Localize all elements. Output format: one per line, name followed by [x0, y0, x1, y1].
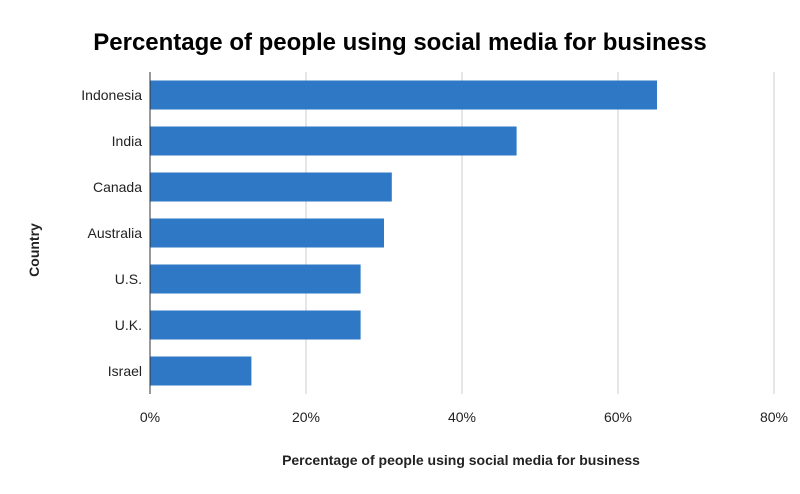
x-axis-title: Percentage of people using social media … — [282, 452, 640, 468]
x-tick-label: 60% — [604, 409, 632, 425]
category-label: Australia — [88, 225, 143, 241]
category-labels: Indonesia India Canada Australia U.S. U.K. Isr… — [81, 87, 142, 379]
category-label: U.S. — [115, 271, 142, 287]
bar — [150, 172, 392, 202]
bar — [150, 264, 361, 294]
category-label: U.K. — [115, 317, 142, 333]
y-axis-title: Country — [26, 223, 42, 277]
bar — [150, 218, 384, 248]
bar — [150, 310, 361, 340]
x-tick-label: 40% — [448, 409, 476, 425]
chart-title: Percentage of people using social media … — [93, 29, 707, 56]
category-label: Israel — [108, 363, 142, 379]
category-label: Indonesia — [81, 87, 142, 103]
bars — [150, 80, 657, 386]
x-tick-label: 0% — [140, 409, 160, 425]
bar — [150, 80, 657, 110]
bar — [150, 356, 252, 386]
x-tick-label: 20% — [292, 409, 320, 425]
x-tick-labels: 0% 20% 40% 60% 80% — [140, 409, 788, 425]
x-tick-label: 80% — [760, 409, 788, 425]
category-label: Canada — [93, 179, 142, 195]
bar — [150, 126, 517, 156]
category-label: India — [112, 133, 143, 149]
